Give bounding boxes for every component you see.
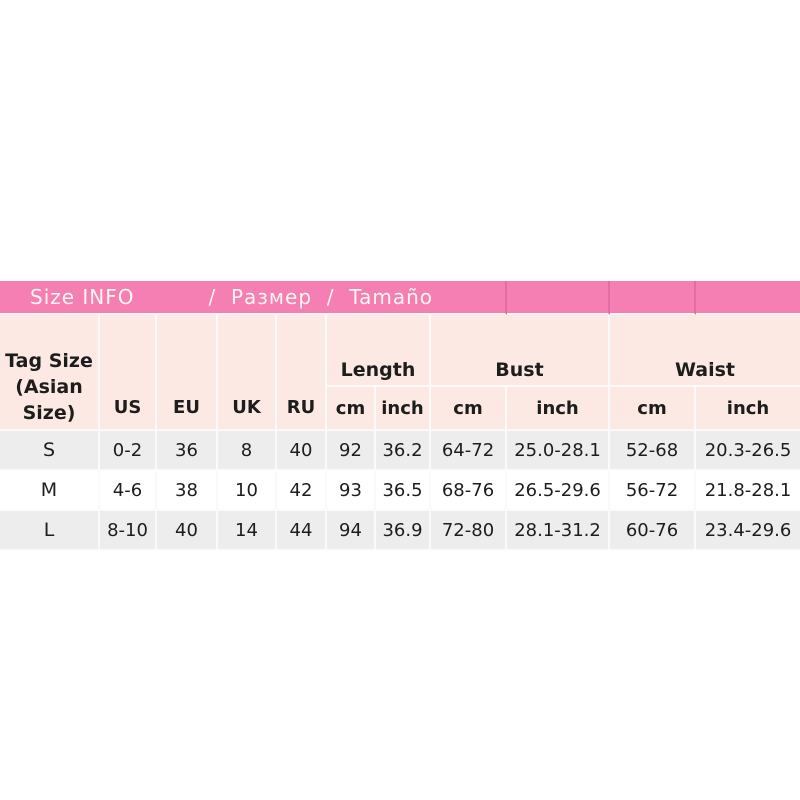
tag-size-header: Tag Size (Asian Size) — [0, 315, 100, 431]
s-bust-inch-value: 25.0-28.1 — [507, 431, 611, 471]
s-length-cm-value: 92 — [327, 431, 376, 471]
l-bust-cm-value: 72-80 — [431, 511, 508, 551]
s-ru-value: 40 — [277, 431, 327, 471]
ru-size-header: RU — [277, 315, 327, 431]
l-length-cm-value: 94 — [327, 511, 376, 551]
m-bust-cm-value: 68-76 — [431, 471, 508, 511]
group-header-row: Tag Size (Asian Size) US EU UK RU Length… — [0, 315, 800, 431]
size-info-translations: / Размер / Tamaño — [208, 285, 434, 309]
size-info-title: Size INFO / Размер / Tamaño — [0, 281, 508, 315]
row-label-s: S — [0, 431, 100, 471]
s-bust-cm-value: 64-72 — [431, 431, 508, 471]
m-waist-inch-value: 21.8-28.1 — [696, 471, 800, 511]
s-waist-inch-value: 20.3-26.5 — [696, 431, 800, 471]
size-row-s: S 0-2 36 8 40 92 36.2 64-72 25.0-28.1 52… — [0, 431, 800, 471]
waist-cm-header: cm — [610, 387, 697, 431]
m-length-inch-value: 36.5 — [376, 471, 431, 511]
s-uk-value: 8 — [218, 431, 277, 471]
size-chart-table: Size INFO / Размер / Tamaño Tag Size (Asi… — [0, 281, 800, 551]
row-label-m: M — [0, 471, 100, 511]
s-waist-cm-value: 52-68 — [610, 431, 697, 471]
length-inch-header: inch — [376, 387, 431, 431]
l-waist-inch-value: 23.4-29.6 — [696, 511, 800, 551]
m-eu-value: 38 — [157, 471, 218, 511]
bust-header: Bust — [431, 315, 611, 387]
row-label-l: L — [0, 511, 100, 551]
s-length-inch-value: 36.2 — [376, 431, 431, 471]
l-length-inch-value: 36.9 — [376, 511, 431, 551]
l-bust-inch-value: 28.1-31.2 — [507, 511, 611, 551]
waist-inch-header: inch — [696, 387, 800, 431]
l-eu-value: 40 — [157, 511, 218, 551]
unit-header-row: cm inch cm inch cm inch — [0, 387, 800, 431]
bust-inch-header: inch — [507, 387, 611, 431]
m-ru-value: 42 — [277, 471, 327, 511]
l-us-value: 8-10 — [100, 511, 157, 551]
l-uk-value: 14 — [218, 511, 277, 551]
size-row-m: M 4-6 38 10 42 93 36.5 68-76 26.5-29.6 5… — [0, 471, 800, 511]
m-uk-value: 10 — [218, 471, 277, 511]
m-waist-cm-value: 56-72 — [610, 471, 697, 511]
s-eu-value: 36 — [157, 431, 218, 471]
title-row: Size INFO / Размер / Tamaño — [0, 281, 800, 315]
us-size-header: US — [100, 315, 157, 431]
l-waist-cm-value: 60-76 — [610, 511, 697, 551]
s-us-value: 0-2 — [100, 431, 157, 471]
size-info-label: Size INFO — [30, 285, 135, 309]
m-us-value: 4-6 — [100, 471, 157, 511]
uk-size-header: UK — [218, 315, 277, 431]
m-length-cm-value: 93 — [327, 471, 376, 511]
waist-header: Waist — [610, 315, 800, 387]
title-row-spacer — [610, 281, 697, 315]
bust-cm-header: cm — [431, 387, 508, 431]
title-row-spacer — [696, 281, 800, 315]
size-row-l: L 8-10 40 14 44 94 36.9 72-80 28.1-31.2 … — [0, 511, 800, 551]
eu-size-header: EU — [157, 315, 218, 431]
l-ru-value: 44 — [277, 511, 327, 551]
length-cm-header: cm — [327, 387, 376, 431]
length-header: Length — [327, 315, 431, 387]
title-row-spacer — [507, 281, 611, 315]
m-bust-inch-value: 26.5-29.6 — [507, 471, 611, 511]
